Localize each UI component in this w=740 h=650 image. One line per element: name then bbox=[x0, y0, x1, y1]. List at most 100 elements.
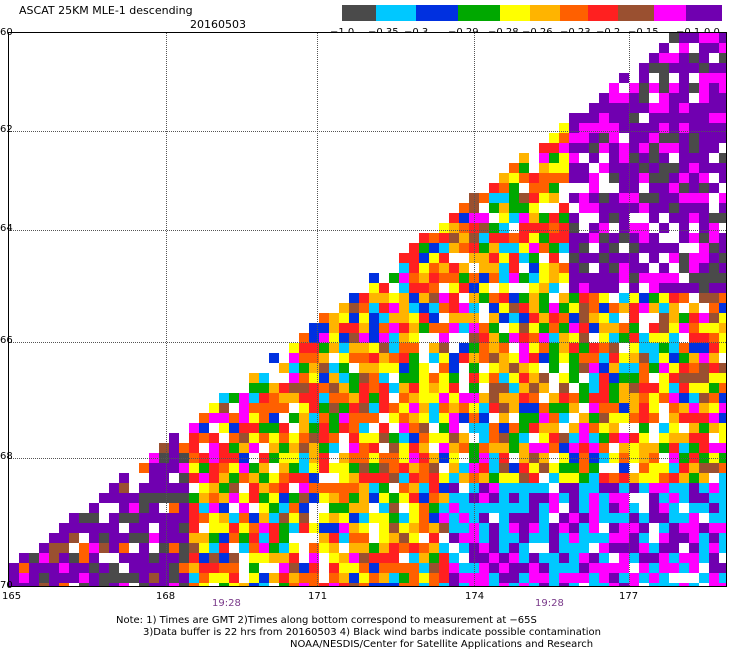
swath-cell bbox=[709, 503, 719, 513]
swath-cell bbox=[599, 303, 609, 313]
swath-cell bbox=[669, 253, 679, 263]
swath-cell bbox=[459, 513, 469, 523]
swath-cell bbox=[559, 373, 569, 383]
swath-cell bbox=[409, 463, 419, 473]
swath-cell bbox=[359, 503, 369, 513]
swath-cell bbox=[399, 533, 409, 543]
swath-cell bbox=[409, 493, 419, 503]
swath-cell bbox=[669, 213, 679, 223]
swath-cell bbox=[359, 363, 369, 373]
swath-cell bbox=[499, 553, 509, 563]
swath-cell bbox=[709, 353, 719, 363]
swath-cell bbox=[199, 423, 209, 433]
swath-cell bbox=[489, 493, 499, 503]
swath-cell bbox=[159, 533, 169, 543]
swath-cell bbox=[359, 393, 369, 403]
swath-cell bbox=[689, 483, 699, 493]
swath-cell bbox=[69, 513, 79, 523]
swath-cell bbox=[669, 273, 679, 283]
swath-cell bbox=[599, 583, 609, 586]
swath-cell bbox=[629, 363, 639, 373]
swath-cell bbox=[359, 523, 369, 533]
swath-cell bbox=[659, 583, 669, 586]
swath-cell bbox=[419, 513, 429, 523]
swath-cell bbox=[549, 543, 559, 553]
swath-cell bbox=[679, 413, 689, 423]
swath-cell bbox=[359, 483, 369, 493]
swath-cell bbox=[649, 583, 659, 586]
swath-cell bbox=[269, 423, 279, 433]
swath-cell bbox=[569, 173, 579, 183]
swath-cell bbox=[399, 483, 409, 493]
swath-cell bbox=[449, 273, 459, 283]
swath-cell bbox=[559, 433, 569, 443]
swath-cell bbox=[649, 153, 659, 163]
swath-cell bbox=[409, 443, 419, 453]
swath-cell bbox=[459, 393, 469, 403]
swath-cell bbox=[559, 313, 569, 323]
swath-cell bbox=[409, 373, 419, 383]
swath-cell bbox=[609, 333, 619, 343]
swath-cell bbox=[699, 273, 709, 283]
swath-cell bbox=[139, 583, 149, 586]
swath-cell bbox=[539, 373, 549, 383]
swath-cell bbox=[459, 213, 469, 223]
swath-cell bbox=[59, 543, 69, 553]
swath-cell bbox=[529, 573, 539, 583]
swath-cell bbox=[619, 163, 629, 173]
swath-cell bbox=[709, 243, 719, 253]
swath-cell bbox=[609, 193, 619, 203]
swath-cell bbox=[419, 493, 429, 503]
swath-cell bbox=[89, 553, 99, 563]
swath-cell bbox=[309, 433, 319, 443]
swath-cell bbox=[319, 413, 329, 423]
swath-cell bbox=[659, 353, 669, 363]
swath-cell bbox=[559, 343, 569, 353]
swath-cell bbox=[309, 413, 319, 423]
swath-cell bbox=[629, 293, 639, 303]
swath-cell bbox=[439, 373, 449, 383]
swath-cell bbox=[189, 553, 199, 563]
swath-cell bbox=[249, 573, 259, 583]
swath-cell bbox=[579, 543, 589, 553]
swath-cell bbox=[489, 533, 499, 543]
swath-cell bbox=[639, 483, 649, 493]
swath-cell bbox=[159, 513, 169, 523]
swath-cell bbox=[579, 123, 589, 133]
swath-cell bbox=[579, 243, 589, 253]
swath-cell bbox=[349, 303, 359, 313]
swath-cell bbox=[209, 543, 219, 553]
swath-cell bbox=[509, 463, 519, 473]
swath-cell bbox=[329, 413, 339, 423]
swath-cell bbox=[709, 523, 719, 533]
swath-cell bbox=[619, 353, 629, 363]
swath-cell bbox=[649, 493, 659, 503]
swath-cell bbox=[499, 423, 509, 433]
swath-cell bbox=[539, 333, 549, 343]
swath-cell bbox=[639, 93, 649, 103]
lat-label: 68 bbox=[0, 451, 13, 462]
swath-cell bbox=[369, 383, 379, 393]
swath-cell bbox=[689, 393, 699, 403]
swath-cell bbox=[399, 303, 409, 313]
swath-cell bbox=[489, 573, 499, 583]
swath-cell bbox=[329, 363, 339, 373]
swath-cell bbox=[659, 153, 669, 163]
swath-cell bbox=[689, 113, 699, 123]
swath-cell bbox=[579, 493, 589, 503]
swath-cell bbox=[269, 393, 279, 403]
swath-cell bbox=[689, 183, 699, 193]
swath-cell bbox=[569, 513, 579, 523]
swath-cell bbox=[319, 463, 329, 473]
swath-cell bbox=[559, 533, 569, 543]
swath-cell bbox=[309, 333, 319, 343]
swath-cell bbox=[429, 373, 439, 383]
swath-cell bbox=[389, 273, 399, 283]
swath-cell bbox=[179, 443, 189, 453]
swath-cell bbox=[209, 413, 219, 423]
swath-cell bbox=[279, 563, 289, 573]
swath-cell bbox=[569, 423, 579, 433]
swath-cell bbox=[409, 333, 419, 343]
swath-cell bbox=[389, 533, 399, 543]
swath-cell bbox=[349, 533, 359, 543]
